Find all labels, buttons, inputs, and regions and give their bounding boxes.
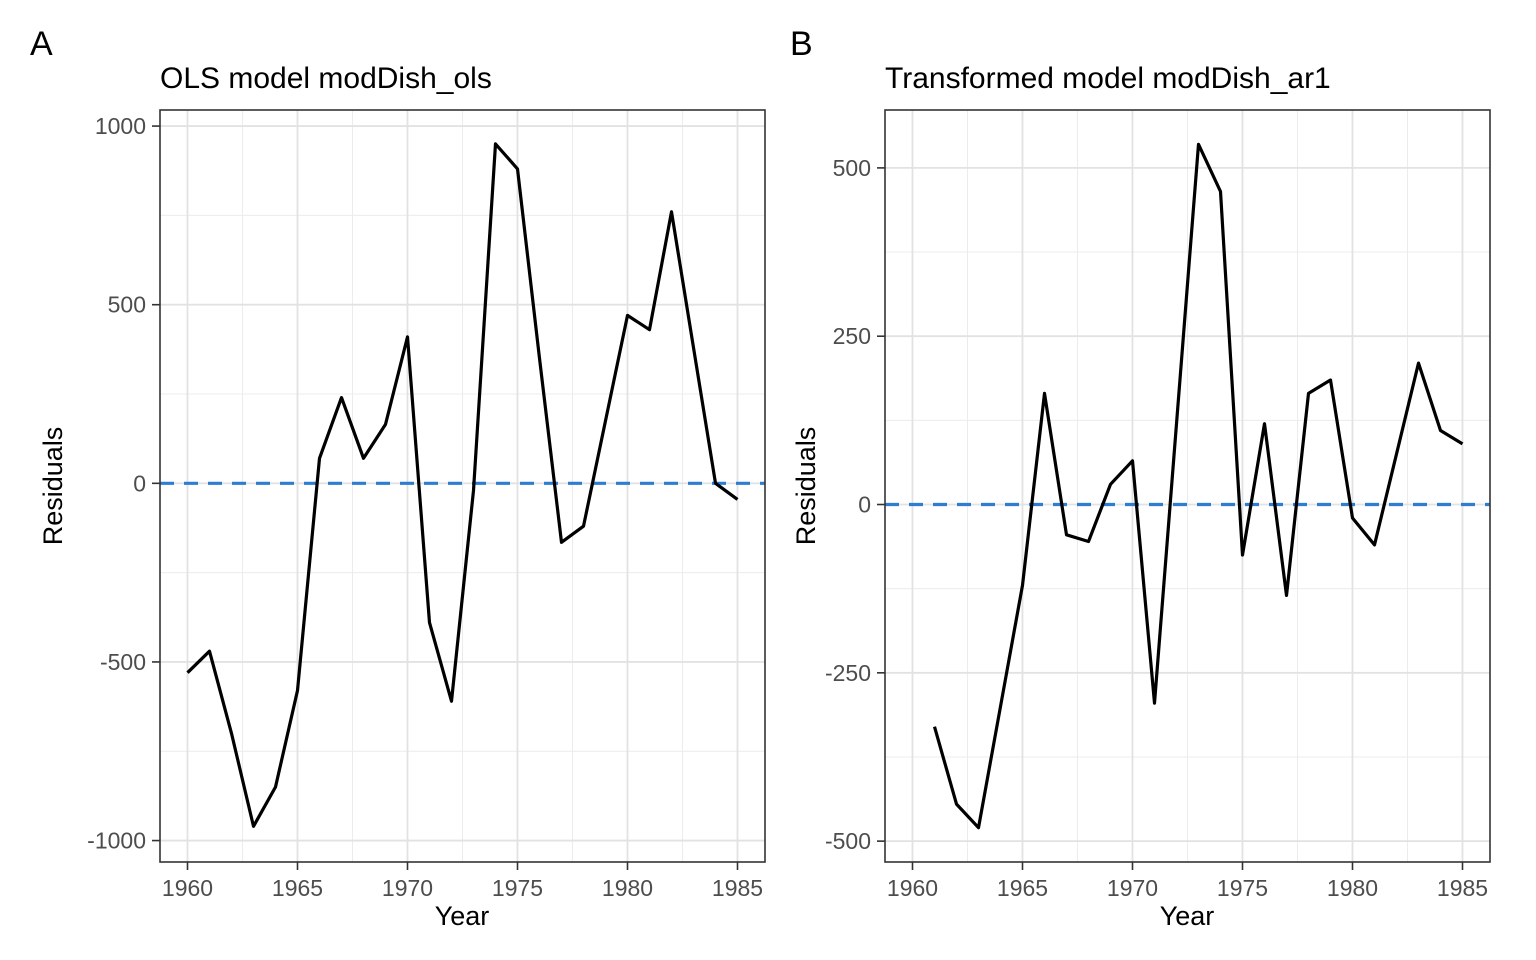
panel-border [884,109,1491,863]
y-tick-label: 0 [858,492,871,518]
x-tick-label: 1965 [997,875,1048,901]
x-tick-label: 1960 [162,875,213,901]
residuals-series-line [186,142,739,828]
y-tick-label: 500 [108,292,146,318]
x-tick-label: 1970 [382,875,433,901]
x-tick-label: 1960 [887,875,938,901]
panel-a-chart: A OLS model modDish_ols Residuals Year 1… [30,25,766,931]
panel-b-chart: B Transformed model modDish_ar1 Residual… [790,25,1491,931]
x-tick-label: 1965 [272,875,323,901]
x-tick-label: 1970 [1107,875,1158,901]
x-tick-label: 1985 [1437,875,1488,901]
y-tick-label: -250 [825,660,871,686]
x-tick-label: 1980 [1327,875,1378,901]
panel-a-title: OLS model modDish_ols [160,62,492,95]
y-tick-label: -1000 [87,828,146,854]
panel-border [159,109,766,863]
panel-a-y-axis-title: Residuals [38,427,68,546]
residuals-series-line [932,142,1464,830]
y-tick-label: -500 [825,828,871,854]
y-tick-label: 0 [133,470,146,496]
y-tick-label: 1000 [95,113,146,139]
y-tick-label: -500 [100,649,146,675]
panel-b: B Transformed model modDish_ar1 Residual… [768,0,1536,960]
panel-a-x-axis-title: Year [435,901,490,931]
panel-b-plot-area: 500 250 0 -250 -500 1960 1965 1970 1975 1980 1985 [825,109,1491,901]
x-tick-label: 1975 [1217,875,1268,901]
panel-b-title: Transformed model modDish_ar1 [885,62,1331,95]
x-tick-label: 1985 [712,875,763,901]
y-tick-label: 500 [833,155,871,181]
x-tick-label: 1980 [602,875,653,901]
panel-a-tag: A [30,25,53,63]
x-tick-label: 1975 [492,875,543,901]
panel-a: A OLS model modDish_ols Residuals Year 1… [30,25,766,931]
y-tick-label: 250 [833,323,871,349]
panel-b-tag: B [790,25,813,63]
panel-b-x-axis-title: Year [1160,901,1215,931]
panel-b-y-axis-title: Residuals [791,427,821,546]
panel-a-plot-area: 1000 500 0 -500 -1000 1960 1965 1970 1975 1980 198… [87,109,766,901]
